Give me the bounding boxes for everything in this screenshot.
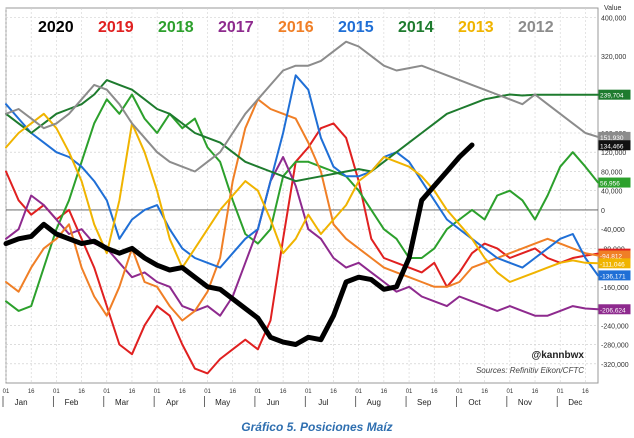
x-day-label: 16 [381,389,388,395]
legend-item-2018: 2018 [158,19,194,36]
x-day-label: 01 [456,389,463,395]
y-tick-label: -40,000 [601,227,625,234]
end-label-box-2012 [598,131,631,142]
grid-lines [5,7,599,384]
x-day-label: 01 [406,389,413,395]
x-day-label: 01 [3,389,10,395]
series-line-2019 [5,122,599,375]
y-tick-label: 0 [601,208,605,215]
end-label-box-2014 [598,89,631,100]
x-month-label: Aug [367,398,381,407]
x-month-label: Dec [568,398,582,407]
series-line-2020 [3,142,475,347]
legend-item-2017: 2017 [218,19,254,36]
legend-item-2020: 2020 [38,19,74,36]
x-day-label: 16 [28,389,35,395]
series-line-2018 [5,93,599,312]
x-day-label: 16 [179,389,186,395]
legend: 2020 2019 2018 2017 2016 2015 2014 2013 2012 [38,19,554,36]
x-month-label: Mar [115,398,129,407]
x-day-label: 01 [355,389,362,395]
plot-frame [5,7,599,384]
legend-item-2019: 2019 [98,19,134,36]
x-month-label: May [215,398,230,407]
x-day-label: 01 [53,389,60,395]
figure-caption: Gráfico 5. Posiciones Maíz [241,420,393,434]
x-day-label: 01 [255,389,262,395]
source-note: Sources: Refinitiv Eikon/CFTC [476,366,584,375]
x-month-label: Jul [318,398,328,407]
y-tick-label: 400,000 [601,16,626,23]
x-day-label: 01 [557,389,564,395]
x-day-label: 01 [305,389,312,395]
x-day-label: 16 [229,389,236,395]
legend-item-2015: 2015 [338,19,374,36]
x-day-label: 01 [103,389,110,395]
end-label-box-2018 [598,177,631,188]
end-labels: 239,704151,930134,46656,956-90,904-94,81… [598,89,631,315]
y-tick-label: 120,000 [601,150,626,157]
end-label-2017: -206,624 [600,307,626,314]
watermark: @kannbwx [531,350,584,361]
end-label-2018: 56,956 [600,181,620,188]
legend-item-2013: 2013 [458,19,494,36]
end-label-box-2020 [598,140,631,151]
series-layer [3,40,599,375]
y-tick-label: -320,000 [601,362,629,369]
series-line-2015 [5,74,599,277]
end-label-box-2016 [598,250,631,261]
y-tick-label: 40,000 [601,189,623,196]
x-month-label: Oct [468,398,481,407]
y-tick-label: -160,000 [601,285,629,292]
x-day-label: 16 [280,389,287,395]
end-label-box-2015 [598,270,631,281]
end-label-2013: -111,046 [600,261,625,268]
x-day-label: 16 [129,389,136,395]
end-label-2020: 134,466 [600,143,624,150]
legend-item-2014: 2014 [398,19,434,36]
end-label-2016: -94,812 [600,254,622,261]
x-day-label: 01 [204,389,211,395]
y-unit-label: Value [604,5,621,12]
x-month-label: Jun [267,398,280,407]
legend-item-2016: 2016 [278,19,314,36]
x-day-label: 16 [481,389,488,395]
x-month-label: Jan [15,398,28,407]
series-line-2012 [5,40,599,173]
x-day-label: 16 [532,389,539,395]
x-month-label: Feb [65,398,79,407]
end-label-box-2013 [598,258,631,269]
series-line-2014 [5,79,599,183]
x-day-label: 01 [506,389,513,395]
end-label-2015: -136,171 [600,273,626,280]
end-label-2012: 151,930 [600,135,624,142]
x-day-label: 01 [154,389,161,395]
x-month-label: Apr [166,398,179,407]
x-day-label: 16 [431,389,438,395]
series-line-2016 [5,98,599,322]
y-tick-label: -240,000 [601,323,629,330]
x-day-label: 16 [78,389,85,395]
end-label-2014: 239,704 [600,93,624,100]
y-tick-label: -280,000 [601,343,629,350]
y-tick-label: 80,000 [601,169,623,176]
y-tick-label: 320,000 [601,54,626,61]
end-label-box-2017 [598,304,631,315]
x-month-label: Nov [518,398,532,407]
legend-item-2012: 2012 [518,19,554,36]
x-month-label: Sep [417,398,432,407]
x-day-label: 16 [330,389,337,395]
x-day-label: 16 [582,389,589,395]
